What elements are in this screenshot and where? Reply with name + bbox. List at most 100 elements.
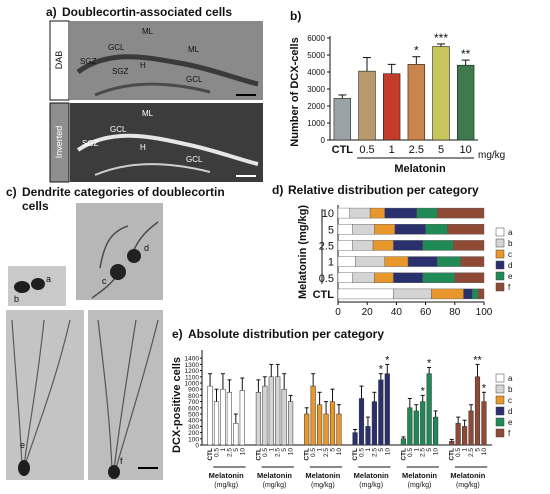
- d-stack-segment: [447, 224, 485, 235]
- b-bar: [333, 98, 352, 141]
- e-legend-label: e: [508, 418, 513, 427]
- d-stack-segment: [472, 288, 479, 300]
- panel-c: c) Dendrite categories of doublecortin c…: [6, 185, 225, 480]
- neuron-label: e: [20, 440, 25, 450]
- d-stack-segment: [437, 256, 461, 267]
- e-category-label: 0.5: [407, 448, 414, 457]
- e-y-tick-label: 800: [188, 393, 199, 400]
- d-stack-segment: [369, 207, 385, 219]
- b-bar: [407, 64, 426, 141]
- d-legend-swatch: [495, 227, 505, 237]
- d-x-tick-label: 100: [476, 307, 493, 318]
- d-legend-swatch: [495, 249, 505, 259]
- panel-d-letter: d): [272, 183, 283, 197]
- e-category-label: 0.5: [214, 448, 221, 457]
- e-category-label: 5: [281, 448, 288, 452]
- e-bar: [384, 373, 390, 446]
- panel-a-title: Doublecortin-associated cells: [62, 5, 232, 19]
- e-y-tick-label: 400: [188, 418, 199, 425]
- e-bar: [407, 407, 413, 446]
- b-category-label: 10: [460, 144, 472, 156]
- e-bar: [426, 373, 432, 446]
- d-stack-segment: [425, 224, 448, 235]
- d-stack-segment: [454, 272, 485, 283]
- b-category-label: CTL: [332, 144, 354, 156]
- e-bar: [304, 413, 310, 446]
- e-category-label: 10: [433, 448, 440, 456]
- e-bar: [468, 410, 474, 446]
- panel-d-title: Relative distribution per category: [288, 183, 479, 197]
- e-bar: [275, 376, 281, 446]
- e-y-tick-label: 700: [188, 399, 199, 406]
- panel-a: a) Doublecortin-associated cells DAB Inv…: [46, 5, 263, 183]
- e-bar: [220, 388, 226, 446]
- e-bar: [323, 413, 329, 446]
- e-bar: [371, 401, 377, 446]
- e-significance: *: [427, 358, 432, 370]
- d-axis-label: Melatonin (mg/kg): [297, 205, 309, 299]
- e-bar: [310, 385, 316, 446]
- d-legend-label: e: [508, 272, 513, 281]
- panel-d: d) Relative distribution per category Me…: [272, 183, 513, 318]
- neuron-body: [110, 264, 126, 280]
- b-unit-label: mg/kg: [478, 150, 505, 161]
- e-legend-swatch: [495, 406, 505, 416]
- d-category-label: 5: [328, 224, 334, 236]
- dab-side-label: DAB: [54, 51, 64, 70]
- panel-b-letter: b): [290, 9, 301, 23]
- d-category-label: 1: [328, 257, 334, 269]
- d-stack-segment: [352, 240, 374, 251]
- e-legend-swatch: [495, 417, 505, 427]
- e-legend-label: d: [508, 407, 512, 416]
- neuron-micrograph-e: [6, 310, 84, 480]
- e-bar: [329, 401, 336, 446]
- e-category-label: 1: [365, 448, 372, 452]
- e-y-tick-label: 0: [195, 443, 199, 450]
- region-label: SGZ: [112, 67, 129, 76]
- e-category-label: 10: [481, 448, 488, 456]
- e-bar: [420, 401, 426, 446]
- d-legend-swatch: [495, 238, 505, 248]
- d-legend-label: c: [508, 250, 512, 259]
- e-group-label: Melatonin: [305, 471, 340, 480]
- e-category-label: 2.5: [323, 448, 330, 457]
- dab-side-label-box: [49, 20, 70, 101]
- region-label: GCL: [110, 125, 127, 134]
- e-bar: [336, 413, 342, 446]
- panel-b: b) Number of DCX-cells 0 1000 2000 3000 4000…: [289, 9, 505, 175]
- b-category-label: 1: [389, 144, 395, 156]
- e-y-tick-label: 1400: [185, 356, 200, 363]
- e-y-tick-label: 500: [188, 412, 199, 419]
- d-x-tick-label: 20: [362, 307, 374, 318]
- e-legend-label: a: [508, 374, 513, 383]
- d-x-tick-label: 60: [420, 307, 432, 318]
- neuron-body: [31, 278, 45, 290]
- e-bar: [474, 376, 481, 446]
- e-legend-swatch: [495, 428, 505, 438]
- e-category-label: 0.5: [262, 448, 269, 457]
- b-y-tick-label: 3000: [307, 85, 325, 94]
- neuron-label: b: [14, 294, 19, 304]
- d-stack-segment: [337, 256, 356, 267]
- e-bar: [455, 423, 461, 446]
- neuron-label: d: [144, 243, 149, 253]
- b-plot-area: 0 1000 2000 3000 4000 5000 6000 CTL 0.5 1 * 2.5 *** 5…: [307, 31, 478, 159]
- e-category-label: 5: [233, 448, 240, 452]
- e-group-label: Melatonin: [402, 471, 437, 480]
- e-bar: [481, 401, 487, 446]
- d-stack-segment: [352, 272, 375, 283]
- e-category-label: 10: [239, 448, 246, 456]
- e-bar: [226, 392, 232, 446]
- d-stack-segment: [460, 256, 485, 267]
- e-y-tick-label: 1000: [185, 381, 200, 388]
- region-label: GCL: [186, 75, 203, 84]
- d-legend-swatch: [495, 282, 505, 292]
- panel-c-title-line2: cells: [22, 199, 49, 213]
- inverted-micrograph: [70, 103, 263, 182]
- e-significance: *: [379, 364, 384, 376]
- e-bar: [358, 398, 365, 446]
- d-legend-label: a: [508, 228, 513, 237]
- e-legend-label: b: [508, 385, 513, 394]
- d-legend-swatch: [495, 271, 505, 281]
